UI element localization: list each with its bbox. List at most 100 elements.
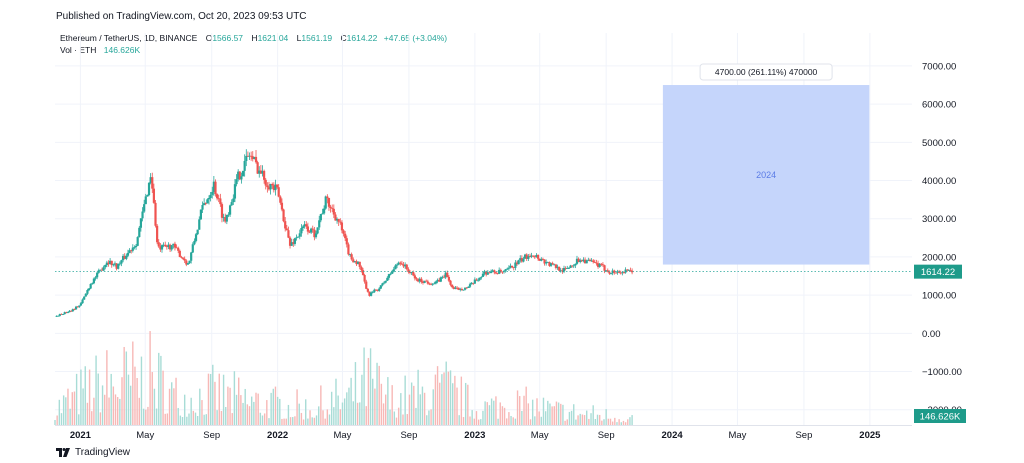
candle-body: [486, 272, 489, 275]
candle-body: [84, 293, 87, 297]
candle-body: [136, 237, 139, 246]
volume-label[interactable]: Vol · ETH: [60, 45, 97, 55]
volume-bar: [449, 370, 452, 425]
volume-bar: [104, 394, 106, 425]
candle-body: [507, 267, 510, 269]
candle-body: [324, 196, 327, 209]
candle-body: [614, 272, 617, 274]
candle-body: [322, 208, 326, 214]
volume-bar: [147, 406, 149, 425]
candle-body: [107, 262, 110, 265]
tradingview-logo-icon: [56, 448, 70, 457]
volume-bar: [192, 410, 195, 425]
candle-body: [144, 196, 147, 205]
candle-body: [559, 270, 562, 272]
candle-body: [60, 314, 63, 315]
candle-body: [562, 267, 566, 272]
last-price-label: 1614.22: [921, 267, 955, 278]
volume-bar: [592, 405, 594, 425]
volume-bar: [335, 378, 337, 425]
volume-bar: [285, 418, 287, 425]
candle-body: [381, 283, 384, 286]
candle-body: [528, 256, 532, 258]
x-tick-label: Sep: [598, 430, 615, 441]
candle-body: [442, 276, 446, 278]
volume-bar: [91, 411, 93, 425]
candle-body: [360, 266, 363, 271]
candle-body: [331, 208, 334, 209]
candle-body: [436, 279, 439, 282]
candle-body: [420, 278, 423, 282]
volume-bar: [544, 411, 547, 425]
candle-body: [183, 258, 186, 261]
candle-body: [216, 194, 219, 199]
volume-bar: [108, 397, 110, 425]
candle-body: [630, 270, 634, 273]
candle-body: [391, 271, 394, 274]
candle-body: [65, 312, 68, 313]
volume-bar: [315, 415, 318, 425]
candle-body: [340, 222, 344, 231]
candle-body: [370, 292, 373, 296]
candle-body: [543, 259, 546, 264]
volume-bar: [216, 410, 218, 425]
volume-bar: [512, 417, 514, 425]
volume-bar: [151, 372, 153, 425]
volume-bar: [594, 419, 597, 425]
volume-bar: [566, 419, 568, 425]
candle-body: [410, 272, 413, 274]
candle-body: [624, 269, 627, 273]
candle-body: [318, 220, 321, 228]
candle-body: [515, 262, 519, 265]
volume-legend[interactable]: Vol · ETH 146.626K: [60, 45, 140, 55]
candle-body: [71, 309, 74, 312]
symbol-legend[interactable]: Ethereum / TetherUS, 1D, BINANCE O1566.5…: [60, 33, 447, 43]
candle-body: [465, 287, 468, 289]
volume-bar: [618, 419, 620, 425]
volume-bar: [410, 382, 413, 425]
candle-body: [358, 261, 361, 267]
candle-body: [254, 156, 258, 163]
candle-body: [287, 230, 290, 238]
candle-body: [379, 285, 382, 289]
volume-bar: [317, 406, 320, 425]
candle-body: [248, 155, 251, 157]
volume-bar: [337, 395, 339, 425]
volume-bar: [555, 401, 558, 425]
volume-bar: [596, 414, 599, 425]
candle-body: [225, 214, 228, 222]
y-tick-label: 1000.00: [922, 291, 956, 302]
volume-bar: [423, 392, 426, 425]
candle-body: [230, 202, 233, 206]
volume-bar: [266, 400, 268, 425]
volume-bar: [434, 374, 437, 425]
volume-bar: [514, 418, 517, 425]
candle-body: [219, 198, 222, 205]
volume-bar: [281, 418, 283, 425]
candle-body: [481, 273, 485, 277]
volume-bar: [158, 352, 160, 425]
candle-body: [109, 260, 112, 265]
volume-bar: [367, 357, 370, 425]
symbol-name[interactable]: Ethereum / TetherUS, 1D, BINANCE: [60, 33, 198, 43]
volume-bar: [257, 393, 259, 425]
volume-bar: [471, 410, 473, 425]
candle-body: [352, 259, 355, 263]
volume-bar: [244, 388, 246, 425]
candle-body: [269, 183, 272, 190]
volume-bar: [134, 366, 136, 425]
volume-bar: [534, 416, 536, 425]
volume-bar: [521, 411, 523, 425]
x-tick-label: May: [728, 430, 746, 441]
volume-bar: [88, 369, 91, 425]
tradingview-footer[interactable]: TradingView: [56, 447, 130, 458]
volume-bar: [58, 399, 61, 425]
volume-bar: [611, 421, 614, 425]
candle-body: [177, 247, 180, 251]
candle-body: [235, 179, 238, 185]
volume-bar: [86, 402, 89, 425]
volume-bar: [570, 410, 573, 425]
candle-body: [253, 156, 256, 160]
x-tick-label: 2023: [464, 430, 485, 441]
